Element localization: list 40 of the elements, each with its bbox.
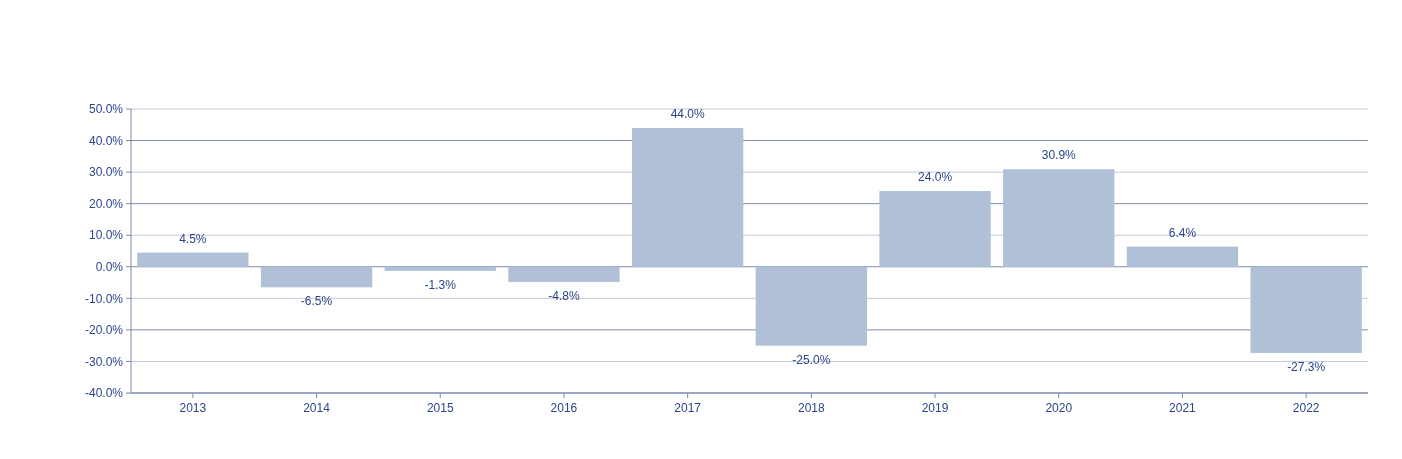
text: -4.8% [548,288,580,303]
bar [260,266,373,288]
bar [137,252,249,267]
text: -6.5% [300,294,333,309]
text: 6.4% [1168,225,1197,240]
x-tick-label: 2017 [674,401,702,415]
x-tick-label: 2014 [303,401,331,415]
x-tick-label: 2019 [921,401,949,415]
y-tick-label: 40.0% [88,133,124,148]
bar [879,191,991,267]
y-tick-label: 30.0% [88,165,124,180]
y-tick-label: 50.0% [88,102,124,117]
x-tick-label: 2020 [1045,401,1073,415]
y-tick-label: 10.0% [88,228,124,243]
bar [631,127,744,267]
text: -25.0% [792,352,831,367]
x-tick-label: 2022 [1292,401,1320,415]
y-tick-label: -10.0% [84,291,124,306]
bar [755,266,868,346]
bar [384,266,496,271]
y-tick-label: 0.0% [95,259,124,274]
x-tick-label: 2015 [426,401,454,415]
y-tick-label: -30.0% [84,354,124,369]
x-tick-label: 2016 [550,401,578,415]
y-tick-label: -40.0% [84,386,124,401]
text: 44.0% [670,106,705,121]
x-tick-label: 2021 [1169,401,1197,415]
text: -27.3% [1287,359,1326,374]
bar [508,266,620,282]
y-tick-label: 20.0% [88,196,124,211]
x-tick-label: 2018 [798,401,826,415]
x-tick-label: 2013 [179,401,207,415]
text: 4.5% [179,231,207,246]
text: 24.0% [918,170,953,185]
bar [1003,169,1115,267]
bar [1250,266,1362,353]
text: 30.9% [1041,148,1076,163]
text: -1.3% [424,277,456,292]
y-tick-label: -20.0% [84,323,124,338]
bar [1126,246,1239,267]
